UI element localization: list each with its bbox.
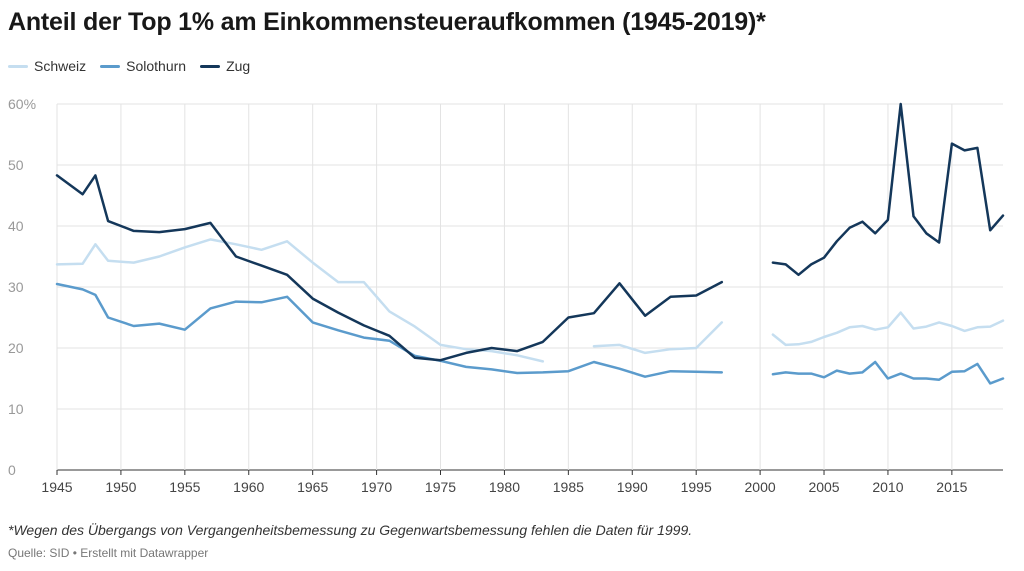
- legend-swatch-zug: [200, 64, 221, 68]
- x-tick-label: 1970: [361, 479, 392, 495]
- x-tick-label: 1955: [169, 479, 200, 495]
- legend-label-solothurn: Solothurn: [126, 58, 187, 74]
- legend-item-schweiz: Schweiz: [8, 58, 86, 74]
- x-tick-label: 1985: [553, 479, 584, 495]
- y-tick-label: 50: [8, 157, 24, 173]
- legend-label-zug: Zug: [226, 58, 251, 74]
- y-tick-label: 40: [8, 218, 24, 234]
- series-line-zug: [55, 102, 1005, 362]
- y-tick-label: 0: [8, 462, 16, 478]
- x-tick-label: 1995: [681, 479, 712, 495]
- x-tick-label: 1945: [41, 479, 72, 495]
- series-line-schweiz: [55, 238, 1005, 363]
- x-tick-label: 2000: [745, 479, 776, 495]
- legend-item-zug: Zug: [200, 58, 250, 74]
- y-tick-label: 10: [8, 401, 24, 417]
- chart-legend: Schweiz Solothurn Zug: [8, 58, 250, 74]
- x-tick-label: 1990: [617, 479, 648, 495]
- footnote: *Wegen des Übergangs von Vergangenheitsb…: [8, 522, 693, 538]
- legend-swatch-solothurn: [100, 64, 121, 68]
- chart-title: Anteil der Top 1% am Einkommensteueraufk…: [8, 8, 766, 36]
- x-tick-label: 1975: [425, 479, 456, 495]
- x-tick-label: 1980: [489, 479, 520, 495]
- x-tick-label: 1950: [105, 479, 136, 495]
- x-tick-label: 2005: [808, 479, 839, 495]
- legend-label-schweiz: Schweiz: [34, 58, 87, 74]
- legend-swatch-schweiz: [8, 64, 28, 68]
- y-tick-label: 20: [8, 340, 24, 356]
- y-tick-label: 60%: [8, 96, 36, 112]
- x-tick-label: 2015: [936, 479, 967, 495]
- source-line: Quelle: SID • Erstellt mit Datawrapper: [8, 546, 209, 560]
- legend-item-solothurn: Solothurn: [100, 58, 186, 74]
- x-tick-label: 1965: [297, 479, 328, 495]
- series-line-solothurn: [55, 282, 1005, 385]
- x-tick-label: 2010: [872, 479, 903, 495]
- x-tick-label: 1960: [233, 479, 264, 495]
- y-tick-label: 30: [8, 279, 24, 295]
